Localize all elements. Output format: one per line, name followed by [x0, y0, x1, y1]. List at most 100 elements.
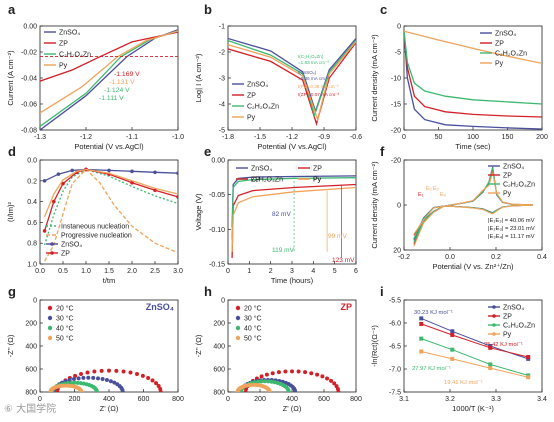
data-point — [450, 347, 455, 352]
plot-area — [413, 166, 533, 247]
y-axis-label: Voltage (V) — [194, 193, 203, 231]
eis-point — [267, 390, 272, 392]
x-tick-label: 1.0 — [81, 268, 91, 275]
panel-letter-b: b — [204, 2, 212, 17]
eis-point — [121, 369, 126, 374]
eis-point — [296, 369, 301, 374]
x-tick-label: 600 — [318, 396, 330, 403]
series-line-ZnSO4 — [228, 37, 356, 114]
legend-label: Py — [313, 177, 322, 184]
annotation: 27.97 KJ mol⁻¹ — [412, 366, 451, 372]
x-axis-label: Time (sec) — [455, 142, 491, 151]
x-tick-label: 3.0 — [173, 268, 183, 275]
legend-marker — [235, 335, 241, 341]
y-tick-label: -5 — [395, 50, 401, 57]
eis-point — [156, 383, 161, 388]
x-tick-label: 3.1 — [399, 396, 409, 403]
series-line-C2H2O4Zn — [421, 338, 529, 376]
legend-marker — [47, 315, 53, 321]
y-tick-label: -7.5 — [389, 390, 401, 397]
y-tick-label: 0.8 — [27, 241, 37, 248]
y-tick-label: -5 — [219, 128, 225, 135]
y-tick-label: 400 — [213, 344, 225, 351]
y-tick-label: 0.00 — [211, 158, 225, 165]
plot-area — [404, 30, 542, 130]
x-tick-label: 5 — [333, 268, 337, 275]
y-tick-label: -0.05 — [209, 192, 225, 199]
panel-f: -0.2 0.0 0.2 0.4 -20 0 20 Potential (V vs. Zn²⁺… — [370, 158, 547, 272]
x-tick-label: 6 — [354, 268, 358, 275]
y-tick-label: 0.00 — [23, 24, 37, 31]
eis-point — [73, 373, 78, 378]
x-tick-label: 0 — [38, 396, 42, 403]
annotation: E₂ — [426, 186, 432, 192]
eis-point — [92, 369, 97, 374]
x-tick-label: 3.2 — [445, 396, 455, 403]
eis-point — [146, 375, 151, 380]
series-line-ZnSO4 — [44, 168, 178, 182]
x-axis-label: Potential (V vs. Zn²⁺/Zn) — [432, 262, 514, 271]
x-axis-label: t/tm — [103, 276, 116, 285]
eis-point — [269, 379, 274, 384]
y-axis-label: -Z'' (Ω) — [194, 334, 203, 357]
eis-point — [325, 376, 330, 381]
annotation: |E₁E₃| = 40.06 mV — [488, 218, 535, 224]
annotation: -1.131 V — [109, 79, 135, 86]
series-line-ZP — [228, 42, 356, 127]
eis-point — [112, 380, 117, 385]
data-point — [176, 195, 178, 199]
annotation: E₁ — [418, 192, 424, 198]
eis-point — [99, 368, 104, 373]
plot-frame — [227, 299, 357, 393]
eis-point — [79, 390, 84, 392]
legend-marker — [492, 323, 496, 327]
legend-label: ZP — [247, 93, 256, 100]
eis-point — [270, 371, 275, 376]
legend-label: Py — [247, 115, 256, 122]
eis-point — [335, 387, 340, 392]
x-tick-label: -1.8 — [222, 134, 234, 141]
annotation: 82 mV — [272, 211, 291, 218]
x-tick-label: 0.0 — [445, 254, 455, 261]
x-tick-label: -1.0 — [172, 134, 184, 141]
legend-label: 50 °C — [244, 335, 262, 343]
y-tick-label: -2 — [219, 50, 225, 57]
x-axis-label: Potential (V vs.AgCl) — [74, 142, 144, 151]
y-axis-label: -ln(Rct)(Ω⁻¹) — [370, 325, 379, 367]
y-tick-label: -7.0 — [389, 367, 401, 374]
annotation: E₃ — [433, 186, 439, 192]
x-tick-label: -1.5 — [254, 134, 266, 141]
eis-point — [276, 370, 281, 375]
panel-i: 3.1 3.2 3.3 3.4 -5.5 -6.0 -6.5 -7.0 -7.5 1000/T (… — [370, 298, 547, 414]
data-point — [130, 169, 134, 174]
y-tick-label: -15 — [391, 102, 401, 109]
y-tick-label: 0.0 — [27, 158, 37, 165]
y-tick-label: 0 — [33, 298, 37, 305]
legend-label: ZnSO₄ — [59, 30, 80, 37]
data-point — [107, 168, 111, 173]
eis-point — [259, 379, 264, 384]
eis-point — [332, 381, 337, 386]
plot-area — [231, 175, 356, 258]
x-tick-label: 0 — [402, 134, 406, 141]
legend-label: ZP — [503, 173, 512, 180]
legend-label: ZP — [59, 41, 68, 48]
legend-label: Py — [503, 332, 512, 339]
legend-label: Py — [313, 177, 322, 184]
legend-label: ZnSO₄ — [503, 164, 524, 171]
annotation: -1.169 V — [114, 71, 140, 78]
data-point — [419, 349, 424, 354]
plot-area — [228, 37, 356, 127]
y-tick-label: 0.2 — [27, 178, 37, 185]
y-tick-label: 0 — [397, 203, 401, 210]
legend-label: Py — [495, 61, 504, 68]
x-tick-label: 100 — [467, 134, 479, 141]
eis-point — [81, 375, 86, 380]
y-tick-label: -0.15 — [209, 262, 225, 269]
annotation: I(ZnSO₄) — [298, 70, 317, 75]
legend-marker — [47, 325, 53, 331]
series-line-Py — [43, 168, 178, 217]
y-tick-label: 0.4 — [27, 199, 37, 206]
plot-frame — [39, 299, 179, 393]
